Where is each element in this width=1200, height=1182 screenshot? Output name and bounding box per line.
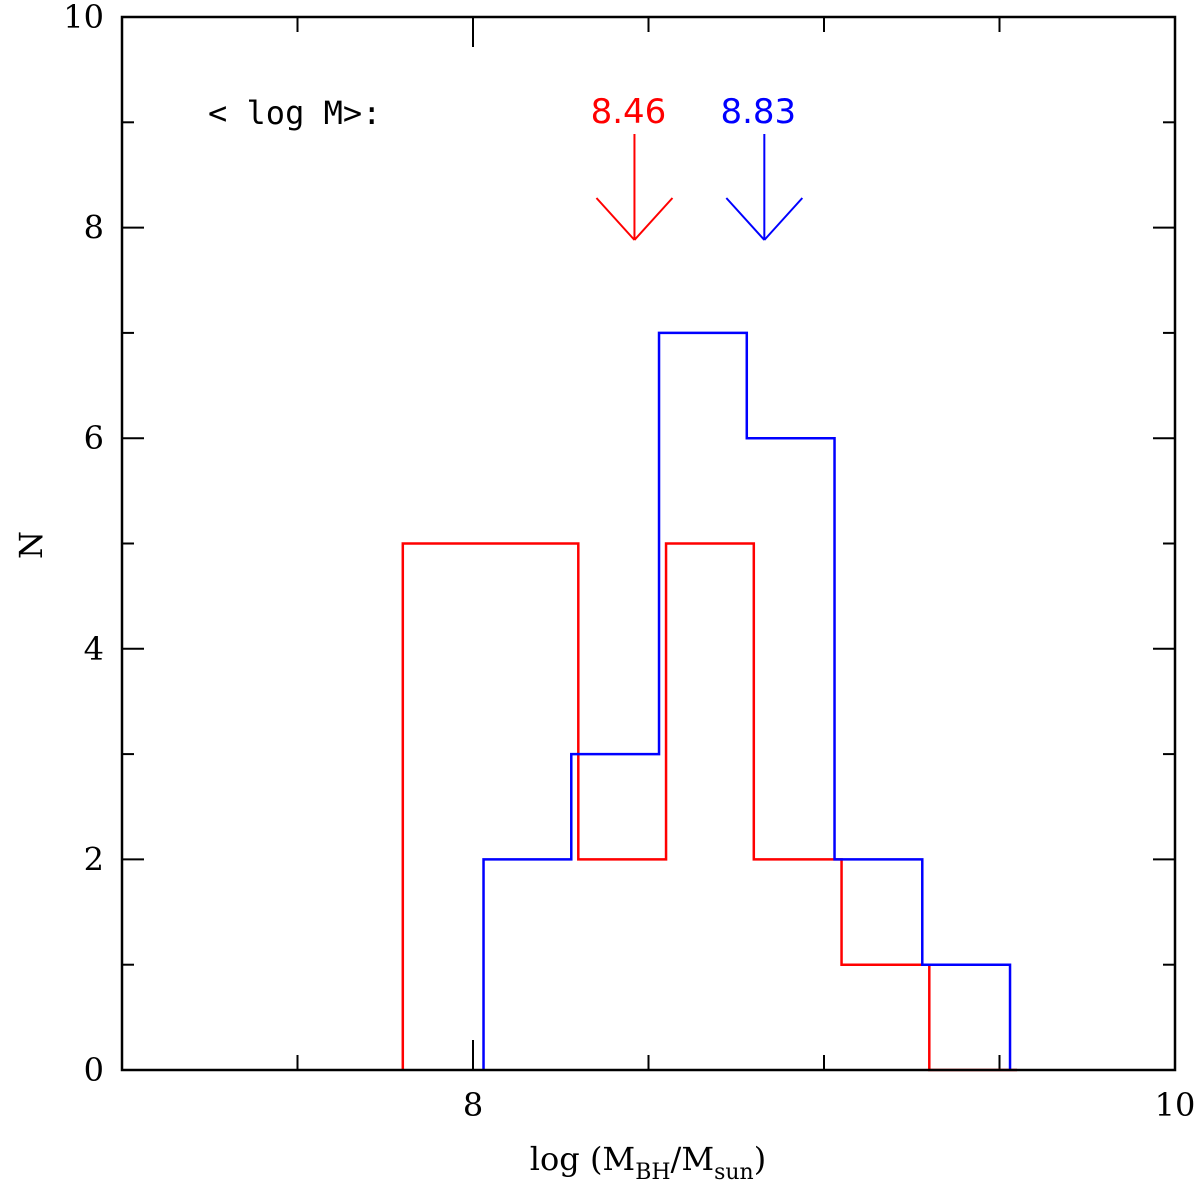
mean-arrow-head-right-2 <box>763 197 804 241</box>
series-layer <box>401 331 1018 1072</box>
x-axis-title-prefix: log (M <box>530 1140 635 1178</box>
mean-arrow-head-right-1 <box>633 197 674 241</box>
y-tick-label: 0 <box>84 1051 104 1089</box>
y-tick-label: 6 <box>84 419 104 457</box>
y-tick-label: 10 <box>63 0 104 36</box>
mean-arrow-head-left-1 <box>595 197 636 241</box>
plot-frame <box>120 15 1177 1072</box>
histogram-series-1 <box>401 542 1018 1072</box>
mean-annotation-label: < log M>: <box>208 94 381 132</box>
mean-annotations: 8.46 8.83 <box>591 92 804 241</box>
x-tick-label: 10 <box>1155 1086 1196 1124</box>
x-tick-label: 8 <box>463 1086 483 1124</box>
x-axis-title-mid: /M <box>671 1140 715 1178</box>
y-axis-title: N <box>12 531 50 559</box>
histogram-series-2 <box>482 331 1012 1070</box>
x-axis-title-suffix: ) <box>754 1140 766 1178</box>
mean-arrow-head-left-2 <box>725 197 766 241</box>
mean-label-1: 8.46 <box>591 92 667 132</box>
y-tick-label: 4 <box>84 630 104 668</box>
axis-ticks <box>121 16 1176 1071</box>
x-axis-title-sub-bh: BH <box>635 1160 670 1182</box>
x-axis-title-sub-sun: sun <box>714 1160 754 1182</box>
tick-labels: 0 2 4 6 8 10 8 10 <box>63 0 1195 1124</box>
y-tick-label: 2 <box>84 840 104 878</box>
x-axis-title: log (MBH/Msun) <box>530 1140 766 1182</box>
mean-label-2: 8.83 <box>720 92 796 132</box>
y-tick-label: 8 <box>84 209 104 247</box>
